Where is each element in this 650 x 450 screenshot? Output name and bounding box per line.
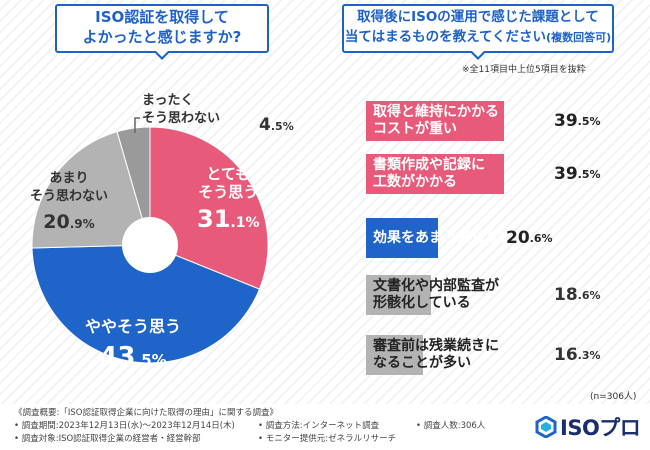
bar-value: 16.3% bbox=[554, 345, 601, 365]
bar-label-line2: 形骸化している bbox=[373, 295, 471, 311]
left-question-line2: よかったと感じますか? bbox=[82, 28, 242, 46]
selection-note: ※全11項目中上位5項目を抜粋 bbox=[462, 65, 586, 75]
pie-label-very: とても そう思う 31.1% bbox=[197, 165, 260, 238]
left-question-line1: ISO認証を取得して bbox=[95, 8, 229, 26]
sample-size: (n=306人) bbox=[590, 392, 637, 402]
bar-value: 39.5% bbox=[554, 111, 601, 131]
pie-value-somewhat: 43.5% bbox=[99, 342, 167, 372]
pie-label-not-much: あまり そう思わない 20.9% bbox=[30, 170, 108, 237]
bar-fill bbox=[366, 335, 423, 375]
footer-people: • 調査人数:306人 bbox=[416, 421, 486, 431]
bar-label-line2: 工数がかかる bbox=[373, 174, 457, 190]
bar-label: 取得と維持にかかる コストが重い bbox=[373, 101, 499, 141]
pie-label-not-at-all: まったく そう思わない bbox=[142, 92, 220, 128]
pie-label-somewhat-line1: ややそう思う bbox=[85, 317, 182, 336]
bar-label-line1: 取得と維持にかかる bbox=[373, 104, 499, 120]
bar-fill bbox=[366, 275, 432, 315]
bar-label-line1: 審査前は残業続きに bbox=[373, 338, 499, 354]
right-question-suffix: (複数回答可) bbox=[546, 31, 612, 44]
bar-label-line2: なることが多い bbox=[373, 355, 471, 371]
bar-label-line2: コストが重い bbox=[373, 121, 457, 137]
bar-label-line1: 書類作成や記録に bbox=[373, 157, 485, 173]
bar-label: 書類作成や記録に 工数がかかる bbox=[373, 154, 485, 194]
right-question-box: 取得後にISOの運用で感じた課題として 当てはまるものを教えてください(複数回答… bbox=[342, 4, 614, 60]
footer-overview: 《調査概要:「ISO認証取得企業に向けた取得の理由」に関する調査》 bbox=[14, 408, 278, 418]
pie-label-not-at-all-line2: そう思わない bbox=[142, 111, 221, 126]
pie-label-very-line2: そう思う bbox=[198, 183, 259, 201]
pie-chart bbox=[31, 117, 269, 364]
pie-slice-not-at-all bbox=[116, 126, 151, 246]
bar-label: 文書化や内部監査が 形骸化している bbox=[373, 275, 499, 315]
bar-value: 20.6% bbox=[506, 228, 553, 248]
pie-value-not-much: 20.9% bbox=[43, 211, 95, 233]
iso-pro-logo: ISOプロ bbox=[535, 412, 641, 442]
pie-label-not-at-all-line1: まったく bbox=[142, 93, 194, 108]
iso-pro-logo-icon bbox=[535, 416, 557, 438]
footer-target: • 調査対象:ISO認証取得企業の経営者・経営幹部 bbox=[14, 434, 201, 444]
pie-slice-somewhat bbox=[31, 244, 261, 364]
infographic-panel: ISO認証を取得して よかったと感じますか? 取得後にISOの運用で感じた課題と… bbox=[30, 4, 637, 402]
footer-method: • 調査方法:インターネット調査 bbox=[258, 421, 380, 431]
pie-label-not-much-line2: そう思わない bbox=[30, 189, 109, 204]
logo-text: ISOプロ bbox=[560, 416, 641, 440]
left-question-box: ISO認証を取得して よかったと感じますか? bbox=[55, 4, 269, 60]
pie-label-somewhat: ややそう思う 43.5% bbox=[85, 318, 181, 377]
bar-value: 18.6% bbox=[554, 285, 601, 305]
footer-provider: • モニター提供元:ゼネラルリサーチ bbox=[258, 434, 397, 444]
pie-center-hole bbox=[122, 217, 178, 273]
pie-slice-not-much bbox=[31, 131, 151, 249]
pie-slice-very bbox=[149, 126, 269, 290]
bar-label: 審査前は残業続きに なることが多い bbox=[373, 335, 499, 375]
bar-label: 効果をあまり感じない bbox=[373, 218, 513, 258]
right-question-line1: 取得後にISOの運用で感じた課題として bbox=[357, 9, 599, 25]
pie-leader-line bbox=[134, 117, 140, 133]
bar-label-line1: 文書化や内部監査が bbox=[373, 278, 499, 294]
pie-value-very: 31.1% bbox=[197, 205, 260, 233]
pie-label-not-much-line1: あまり bbox=[49, 171, 89, 186]
bar-fill bbox=[366, 101, 505, 141]
bar-value: 39.5% bbox=[554, 164, 601, 184]
bar-fill bbox=[366, 154, 505, 194]
bar-fill bbox=[366, 218, 439, 258]
pie-value-not-at-all: 4.5% bbox=[259, 115, 294, 135]
footer-period: • 調査期間:2023年12月13日(水)〜2023年12月14日(木) bbox=[14, 421, 235, 431]
right-question-line2: 当てはまるものを教えてください bbox=[344, 29, 547, 45]
bar-label-line1: 効果をあまり感じない bbox=[373, 229, 513, 246]
pie-label-very-line1: とても bbox=[206, 165, 251, 183]
